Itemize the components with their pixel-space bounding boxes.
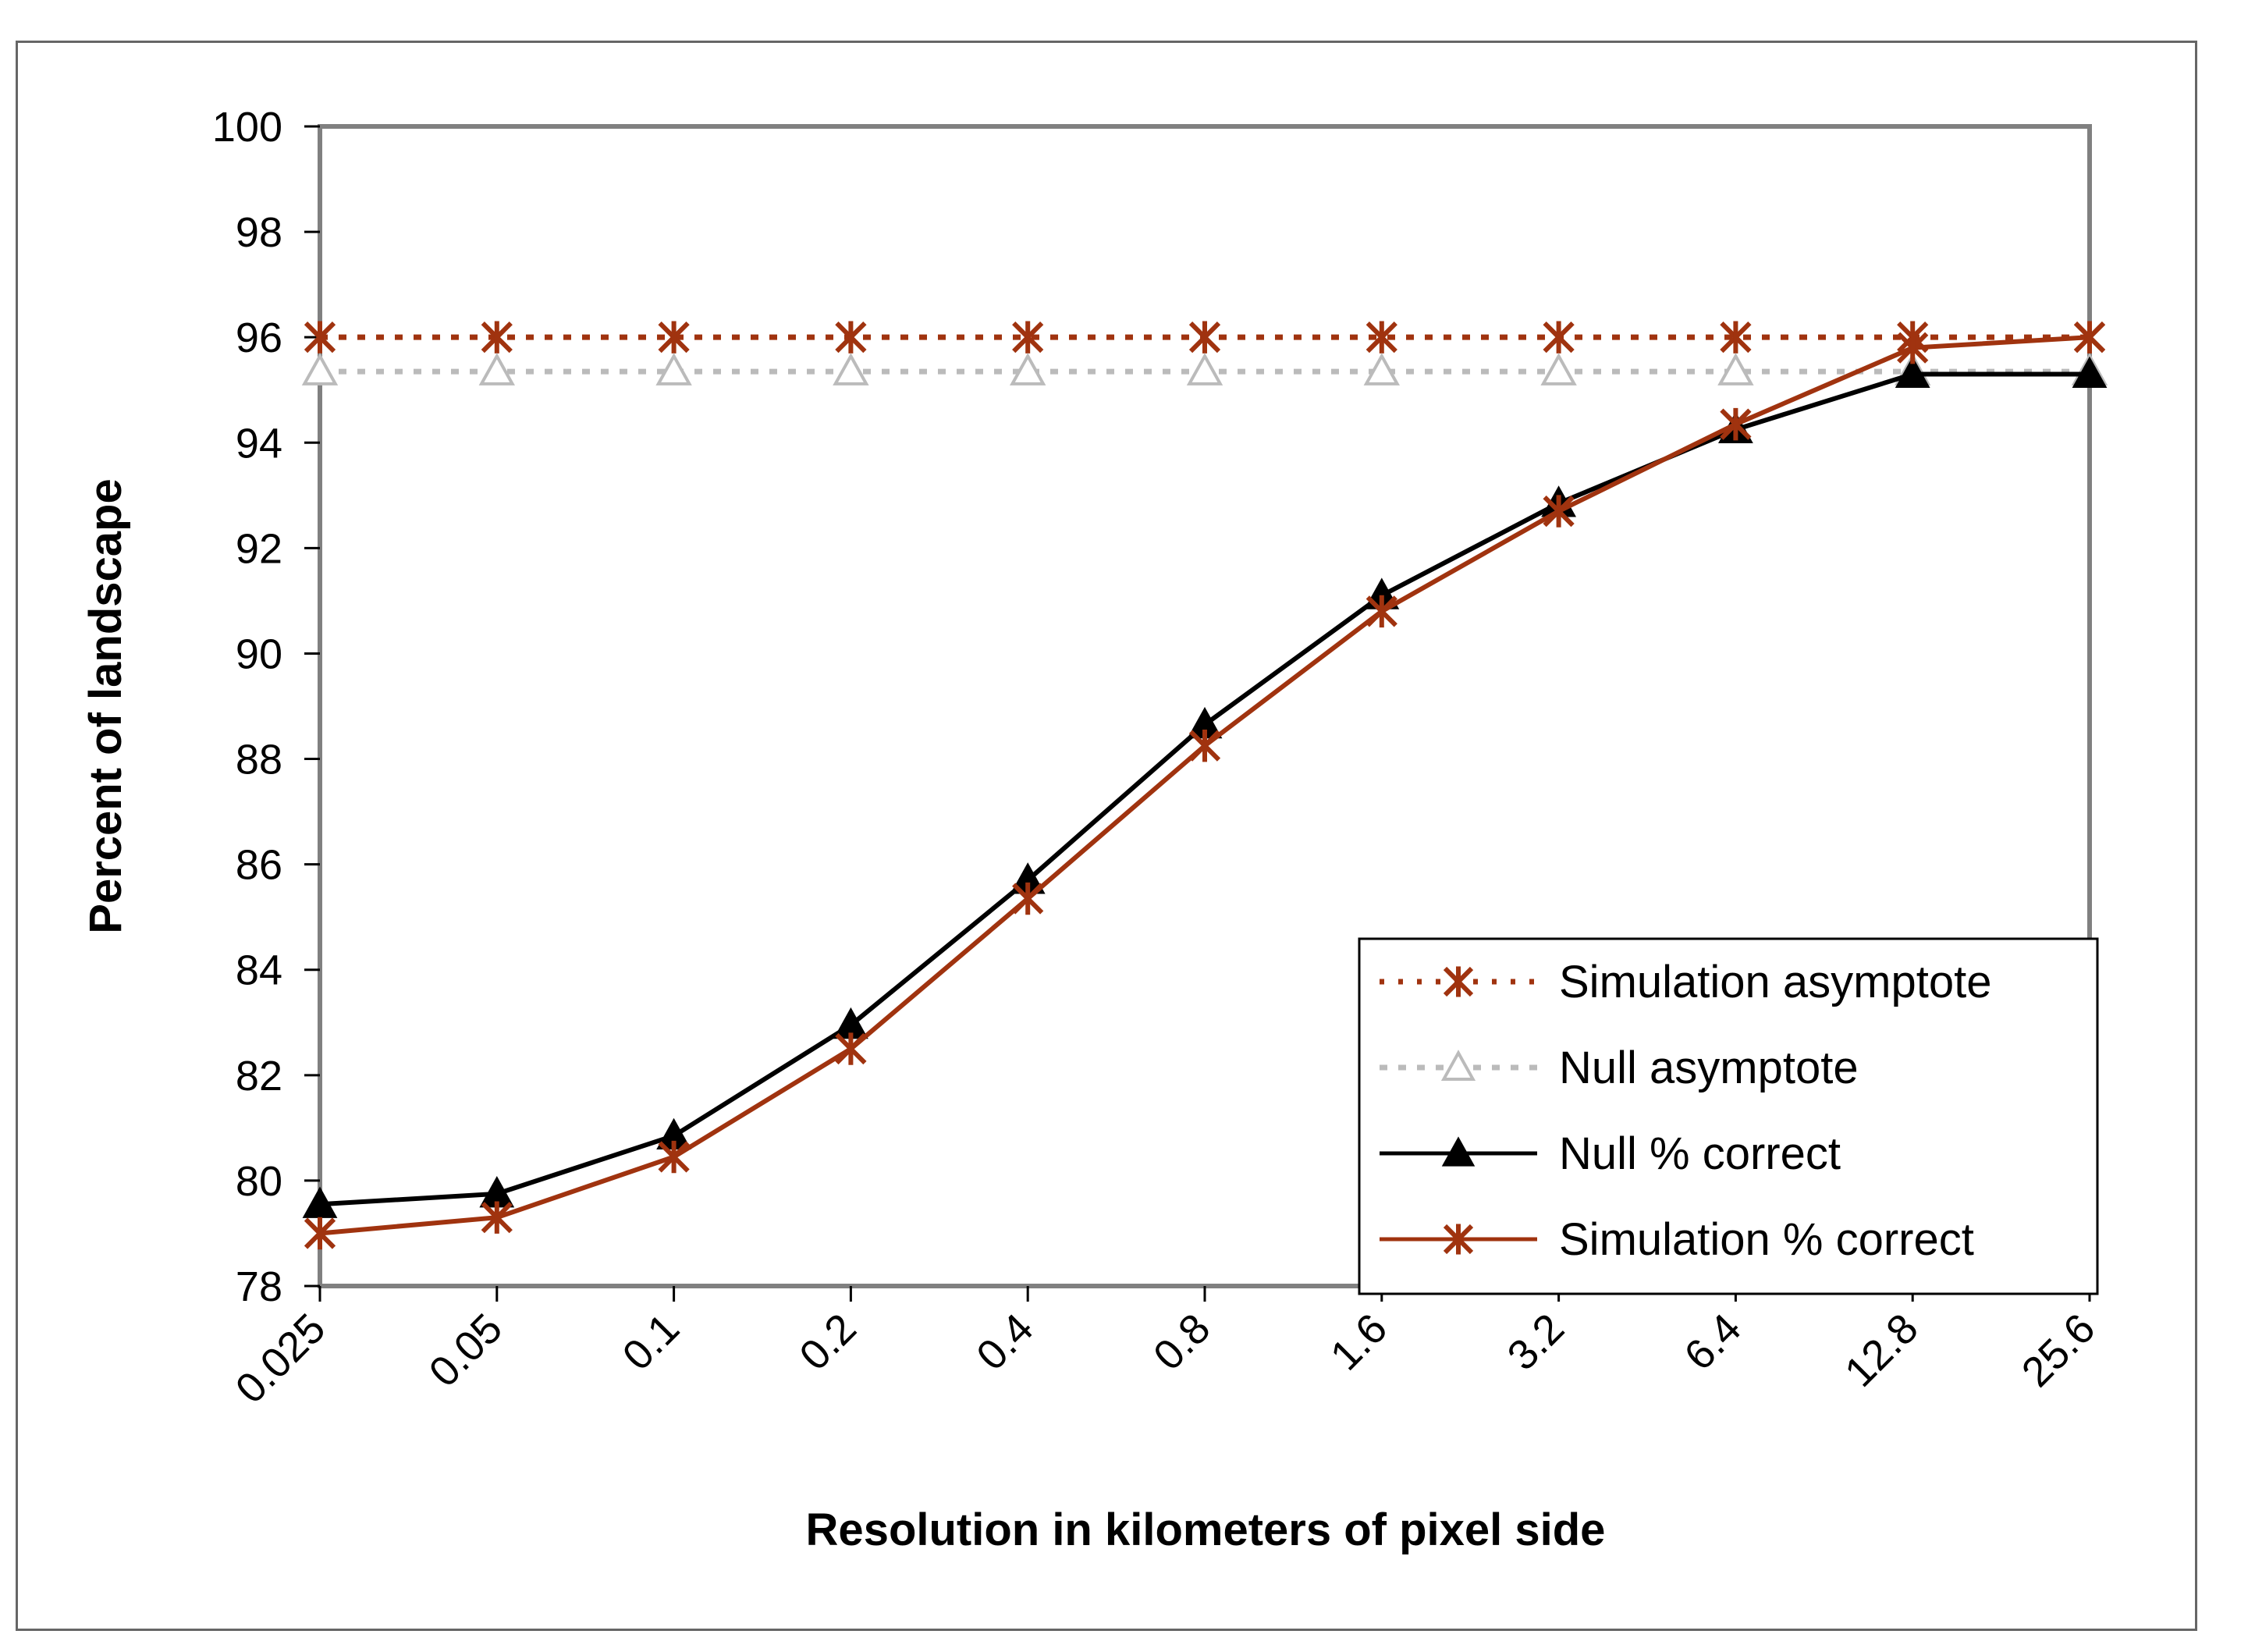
- y-tick-label: 84: [236, 947, 282, 994]
- y-tick-label: 96: [236, 314, 282, 361]
- x-tick-label: 25.6: [2013, 1305, 2104, 1396]
- y-tick-label: 100: [212, 104, 282, 151]
- y-tick-label: 94: [236, 420, 282, 467]
- y-tick-label: 82: [236, 1053, 282, 1100]
- y-tick-label: 80: [236, 1158, 282, 1205]
- data-point: [1717, 353, 1754, 385]
- y-tick-label: 86: [236, 842, 282, 889]
- series-0: [304, 321, 2106, 353]
- legend-label: Simulation % correct: [1559, 1214, 1974, 1265]
- x-axis-title: Resolution in kilometers of pixel side: [806, 1505, 1606, 1555]
- series-layer: [301, 321, 2108, 1250]
- legend-label: Simulation asymptote: [1559, 957, 1991, 1007]
- legend-marker: [1441, 1136, 1476, 1167]
- x-tick-label: 3.2: [1499, 1305, 1574, 1380]
- data-point: [1363, 353, 1400, 385]
- x-tick-label: 0.4: [968, 1305, 1042, 1380]
- y-tick-label: 98: [236, 209, 282, 256]
- data-point: [1010, 353, 1046, 385]
- legend-marker: [1440, 1050, 1476, 1081]
- data-point: [478, 353, 515, 385]
- data-point: [1186, 353, 1223, 385]
- legend: Simulation asymptote Null asymptote Null %…: [1358, 937, 2099, 1295]
- x-tick-label: 12.8: [1836, 1305, 1927, 1396]
- series-3: [304, 321, 2106, 1250]
- data-point: [833, 353, 869, 385]
- data-point: [2072, 356, 2108, 389]
- y-tick-label: 78: [236, 1263, 282, 1310]
- data-point: [1540, 353, 1577, 385]
- x-axis: 0.025 0.05 0.1 0.2 0.4 0.8 1.6 3.2 6.4 12.8 25.6: [227, 1286, 2104, 1412]
- x-tick-label: 0.8: [1145, 1305, 1220, 1380]
- legend-label: Null % correct: [1559, 1128, 1841, 1179]
- x-tick-label: 0.025: [227, 1305, 335, 1412]
- x-tick-label: 0.05: [421, 1305, 512, 1396]
- y-tick-label: 88: [236, 737, 282, 783]
- x-tick-label: 1.6: [1322, 1305, 1397, 1380]
- legend-label: Null asymptote: [1559, 1043, 1859, 1093]
- y-axis-title: Percent of landscape: [80, 478, 131, 933]
- legend-box: [1358, 937, 2099, 1295]
- x-tick-label: 0.1: [614, 1305, 689, 1380]
- data-point: [1895, 356, 1930, 389]
- x-tick-label: 6.4: [1675, 1305, 1750, 1380]
- y-axis: 78 80 82 84 86 88 90 92 94 96 98 100: [212, 104, 320, 1310]
- y-tick-label: 92: [236, 525, 282, 572]
- data-point: [301, 353, 339, 385]
- y-tick-label: 90: [236, 631, 282, 677]
- x-tick-label: 0.2: [790, 1305, 865, 1380]
- data-point: [655, 353, 692, 385]
